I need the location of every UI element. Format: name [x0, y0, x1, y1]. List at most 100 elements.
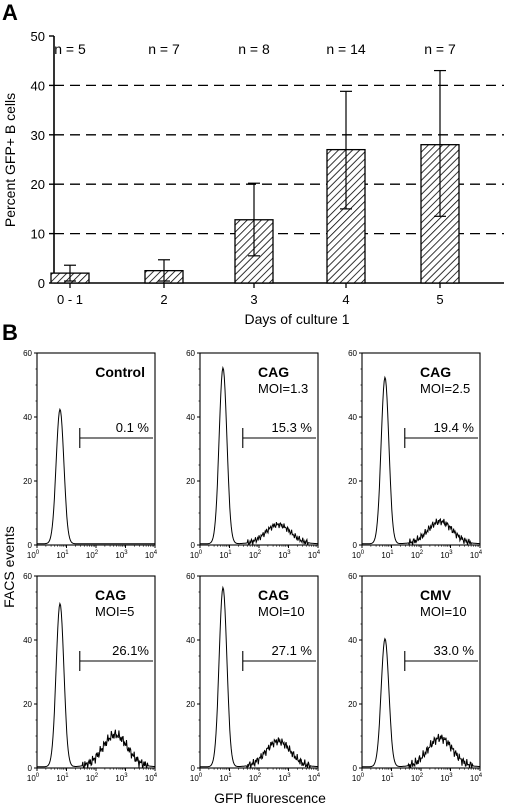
category-label: 3 [250, 292, 257, 307]
panel-a-y-tick-label: 50 [31, 29, 45, 44]
histogram-x-tick-label: 100 [190, 773, 203, 783]
vector-label: Control [95, 364, 145, 380]
histogram-x-tick-label: 101 [219, 550, 232, 560]
sample-size-label: n = 14 [326, 41, 366, 57]
gate-percent-label: 27.1 % [272, 643, 313, 658]
gate-percent-label: 26.1% [112, 643, 149, 658]
histogram-x-tick-label: 100 [27, 773, 40, 783]
moi-label: MOI=10 [420, 604, 467, 619]
histogram-y-tick-label: 60 [186, 572, 195, 581]
histogram-x-tick-label: 101 [381, 550, 394, 560]
histogram-y-tick-label: 20 [186, 477, 195, 486]
histogram-y-tick-label: 0 [353, 764, 358, 773]
histogram-y-tick-label: 40 [186, 413, 195, 422]
histogram-y-tick-label: 20 [348, 477, 357, 486]
histogram-x-tick-label: 100 [352, 550, 365, 560]
histogram-y-tick-label: 0 [353, 541, 358, 550]
histogram-y-tick-label: 20 [23, 700, 32, 709]
histogram-x-tick-label: 100 [190, 550, 203, 560]
histogram-x-tick-label: 101 [381, 773, 394, 783]
histogram-y-tick-label: 20 [348, 700, 357, 709]
histogram-y-tick-label: 60 [23, 349, 32, 358]
histogram-x-tick-label: 102 [86, 550, 99, 560]
category-label: 2 [160, 292, 167, 307]
histogram-x-tick-label: 103 [440, 773, 453, 783]
histogram-curve [200, 365, 318, 546]
histogram-y-tick-label: 20 [186, 700, 195, 709]
vector-label: CAG [420, 364, 451, 380]
gate-percent-label: 19.4 % [434, 420, 475, 435]
histogram-y-tick-label: 60 [348, 572, 357, 581]
panel-a-y-tick-label: 10 [31, 227, 45, 242]
histogram-curve [37, 407, 155, 545]
histogram-x-tick-label: 104 [470, 550, 483, 560]
histogram-x-tick-label: 104 [308, 773, 321, 783]
vector-label: CAG [258, 587, 289, 603]
vector-label: CMV [420, 587, 452, 603]
histogram-y-tick-label: 0 [28, 764, 33, 773]
histogram-y-tick-label: 0 [191, 764, 196, 773]
histogram-x-tick-label: 104 [145, 773, 158, 783]
histogram-x-tick-label: 101 [56, 550, 69, 560]
panel-a-y-tick-label: 30 [31, 128, 45, 143]
histogram-y-tick-label: 40 [348, 636, 357, 645]
sample-size-label: n = 7 [148, 41, 180, 57]
histogram-curve [362, 637, 481, 769]
panel-b-label: B [2, 320, 18, 345]
histogram-x-tick-label: 100 [352, 773, 365, 783]
moi-label: MOI=5 [95, 604, 134, 619]
histogram-x-tick-label: 102 [411, 773, 424, 783]
vector-label: CAG [258, 364, 289, 380]
histogram-x-tick-label: 103 [278, 773, 291, 783]
histogram-x-tick-label: 103 [440, 550, 453, 560]
histogram-y-tick-label: 60 [23, 572, 32, 581]
panel-b-y-axis-label: FACS events [1, 526, 17, 608]
histogram-curve [200, 585, 319, 770]
histogram-x-tick-label: 102 [249, 773, 262, 783]
histogram-frame [36, 352, 156, 546]
bar-chart-panel-a: 0 10 20 30 40 50 0 - 1 n = 5 2 n = 7 3 n = 8 4 n = 14… [31, 29, 504, 307]
histogram-y-tick-label: 40 [23, 413, 32, 422]
histogram-x-tick-label: 103 [115, 773, 128, 783]
histogram-x-tick-label: 104 [308, 550, 321, 560]
sample-size-label: n = 5 [54, 41, 86, 57]
histogram-x-tick-label: 103 [278, 550, 291, 560]
histogram-y-tick-label: 0 [28, 541, 33, 550]
histogram-grid-panel-b: 0 20 40 60 100 101 102 103 104 0.1 % Control 0 20 40 6… [23, 349, 483, 783]
histogram-x-tick-label: 104 [145, 550, 158, 560]
histogram-x-tick-label: 102 [411, 550, 424, 560]
panel-a-x-axis-label: Days of culture 1 [244, 311, 349, 327]
sample-size-label: n = 7 [424, 41, 456, 57]
histogram-x-tick-label: 101 [219, 773, 232, 783]
category-label: 5 [436, 292, 443, 307]
histogram-y-tick-label: 40 [186, 636, 195, 645]
histogram-x-tick-label: 102 [86, 773, 99, 783]
histogram-x-tick-label: 104 [470, 773, 483, 783]
panel-a-y-axis-label: Percent GFP+ B cells [2, 93, 18, 227]
moi-label: MOI=1.3 [258, 381, 308, 396]
sample-size-label: n = 8 [238, 41, 270, 57]
histogram-x-tick-label: 100 [27, 550, 40, 560]
category-label: 0 - 1 [57, 292, 83, 307]
histogram-y-tick-label: 40 [348, 413, 357, 422]
gate-percent-label: 0.1 % [116, 420, 150, 435]
histogram-x-tick-label: 101 [56, 773, 69, 783]
vector-label: CAG [95, 587, 126, 603]
panel-a-y-tick-label: 40 [31, 78, 45, 93]
histogram-y-tick-label: 0 [191, 541, 196, 550]
panel-a-label: A [2, 0, 18, 25]
panel-a-y-tick-label: 20 [31, 177, 45, 192]
histogram-curve [362, 375, 480, 547]
gate-percent-label: 15.3 % [272, 420, 313, 435]
moi-label: MOI=10 [258, 604, 305, 619]
histogram-y-tick-label: 40 [23, 636, 32, 645]
histogram-y-tick-label: 60 [186, 349, 195, 358]
panel-b-x-axis-label: GFP fluorescence [214, 790, 326, 806]
histogram-x-tick-label: 103 [115, 550, 128, 560]
gate-percent-label: 33.0 % [434, 643, 475, 658]
